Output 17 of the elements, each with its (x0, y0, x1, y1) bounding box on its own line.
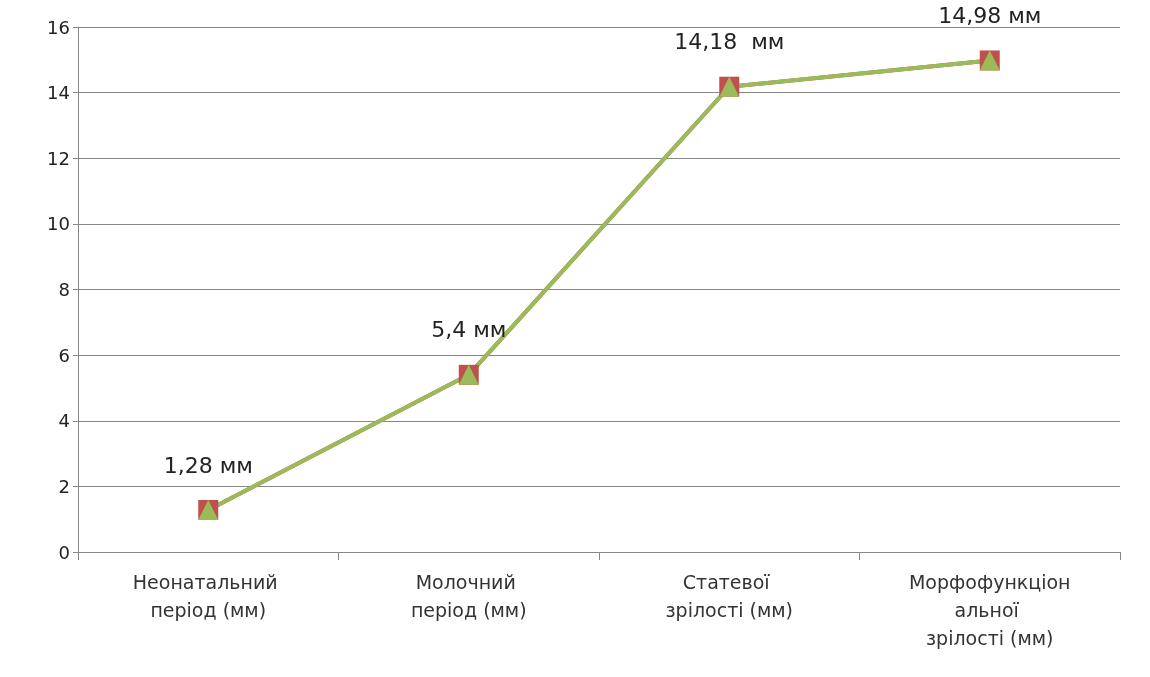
y-tick-label: 0 (58, 541, 70, 563)
data-label: 14,18 мм (674, 29, 785, 55)
x-tick-label: Морфофункціональної зрілості (мм) (908, 571, 1071, 649)
data-label: 1,28 мм (163, 452, 253, 478)
data-label: 14,98 мм (938, 2, 1042, 28)
y-tick-label: 4 (58, 410, 70, 432)
y-tick-label: 8 (58, 279, 70, 300)
y-tick-label: 16 (47, 16, 70, 38)
y-tick-label: 14 (47, 82, 70, 104)
x-tick-label: Неонатальний період (мм) (132, 571, 284, 621)
y-tick-label: 10 (47, 213, 70, 235)
y-tick-label: 6 (58, 344, 70, 366)
y-tick-label: 12 (47, 147, 70, 169)
y-tick-label: 2 (58, 475, 70, 497)
x-tick-label: Молочний період (мм) (410, 571, 527, 621)
data-label: 5,4 мм (431, 317, 507, 343)
x-tick-label: Статевої зрілості (мм) (665, 571, 794, 621)
